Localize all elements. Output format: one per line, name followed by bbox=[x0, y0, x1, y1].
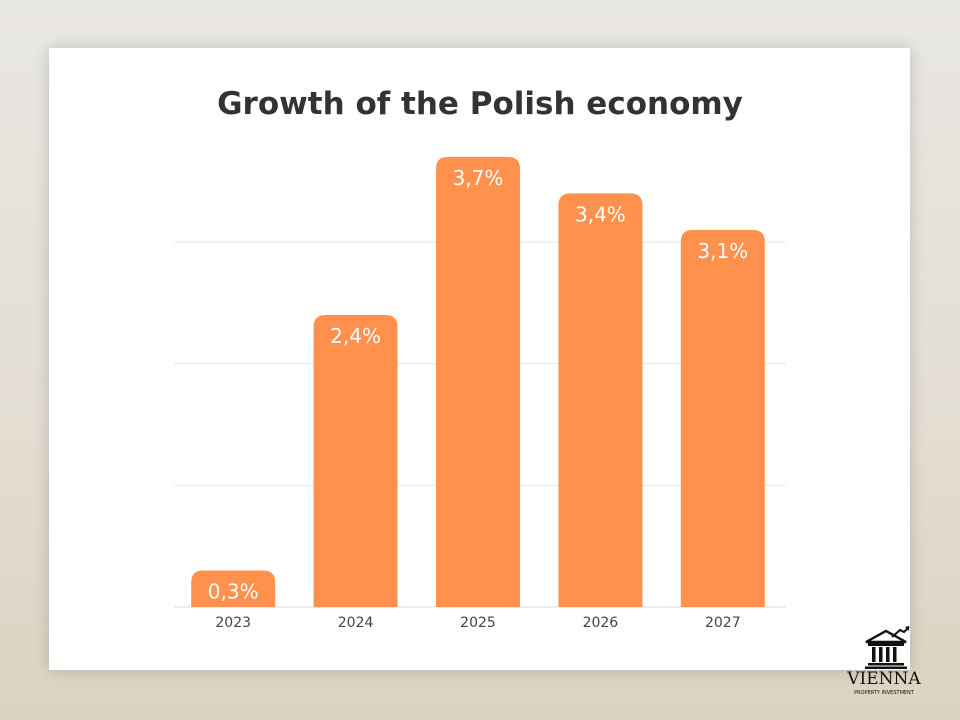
bar bbox=[436, 156, 520, 608]
logo-tagline: PROPERTY INVESTMENT bbox=[854, 690, 914, 696]
building-arrow-icon bbox=[865, 626, 910, 669]
x-axis-ticks: 2023 2024 2025 2026 2027 bbox=[215, 615, 740, 631]
bar-value-label: 3,1% bbox=[697, 239, 748, 263]
x-tick-label: 2027 bbox=[705, 615, 741, 631]
bar-value-label: 0,3% bbox=[208, 580, 259, 604]
bar-value-label: 2,4% bbox=[330, 324, 381, 348]
bar bbox=[558, 193, 643, 608]
x-tick-label: 2023 bbox=[215, 615, 251, 631]
bar bbox=[191, 570, 276, 607]
logo-wordmark: VIENNA bbox=[847, 669, 921, 689]
chart-title: Growth of the Polish economy bbox=[217, 86, 743, 122]
x-tick-label: 2025 bbox=[460, 615, 496, 631]
bars: 0,3% 2,4% 3,7% 3,4% 3,1% bbox=[191, 156, 765, 608]
bar-value-label: 3,7% bbox=[453, 166, 504, 190]
bar-value-label: 3,4% bbox=[575, 202, 626, 226]
x-tick-label: 2024 bbox=[338, 615, 374, 631]
vienna-logo: VIENNA PROPERTY INVESTMENT bbox=[842, 626, 926, 702]
bar bbox=[680, 229, 765, 608]
bar bbox=[313, 315, 398, 607]
x-tick-label: 2026 bbox=[583, 615, 619, 631]
